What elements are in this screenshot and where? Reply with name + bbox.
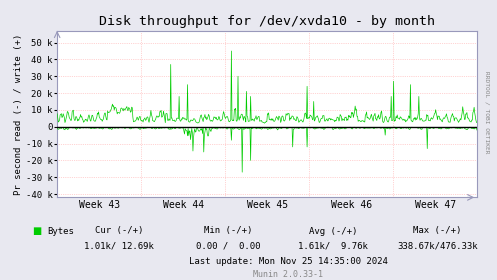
Text: Bytes: Bytes <box>47 227 74 235</box>
Text: 1.61k/  9.76k: 1.61k/ 9.76k <box>298 242 368 251</box>
Title: Disk throughput for /dev/xvda10 - by month: Disk throughput for /dev/xvda10 - by mon… <box>99 15 435 28</box>
Y-axis label: Pr second read (-) / write (+): Pr second read (-) / write (+) <box>14 34 23 195</box>
Text: ■: ■ <box>32 226 42 236</box>
Text: Min (-/+): Min (-/+) <box>204 227 253 235</box>
Text: Last update: Mon Nov 25 14:35:00 2024: Last update: Mon Nov 25 14:35:00 2024 <box>189 257 388 266</box>
Text: 338.67k/476.33k: 338.67k/476.33k <box>397 242 478 251</box>
Text: Avg (-/+): Avg (-/+) <box>309 227 357 235</box>
Text: Max (-/+): Max (-/+) <box>413 227 462 235</box>
Text: RRDTOOL / TOBI OETIKER: RRDTOOL / TOBI OETIKER <box>485 71 490 153</box>
Text: 1.01k/ 12.69k: 1.01k/ 12.69k <box>84 242 154 251</box>
Text: 0.00 /  0.00: 0.00 / 0.00 <box>196 242 261 251</box>
Text: Cur (-/+): Cur (-/+) <box>95 227 144 235</box>
Text: Munin 2.0.33-1: Munin 2.0.33-1 <box>253 270 323 279</box>
